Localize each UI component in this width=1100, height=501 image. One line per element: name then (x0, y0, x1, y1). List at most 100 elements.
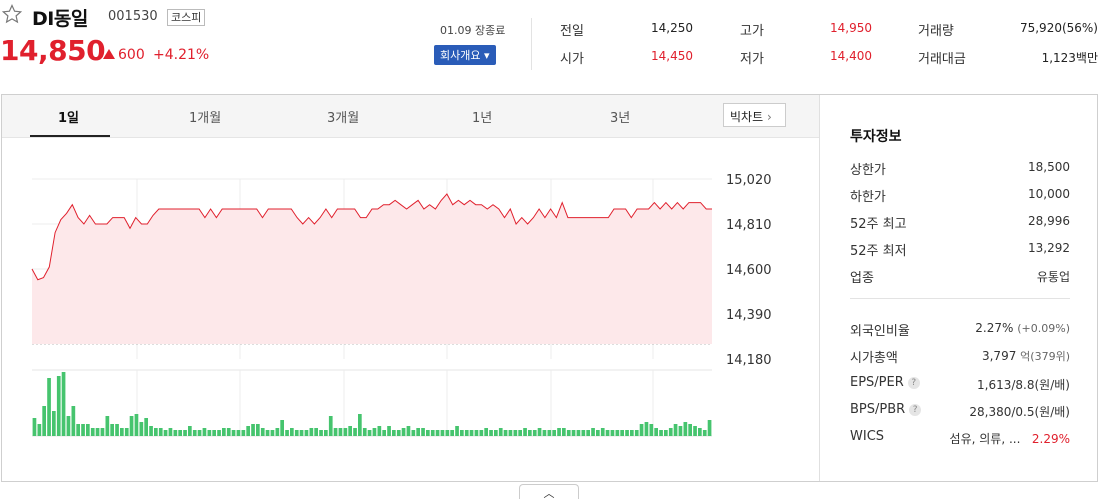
volume-bar (358, 414, 362, 436)
big-chart-label: 빅차트 (730, 110, 764, 124)
volume-bar (265, 430, 270, 436)
quote-label-volume: 거래량 (918, 24, 954, 39)
eps-per-value: 1,613/8.8(원/배) (940, 376, 1070, 393)
tab-1month[interactable]: 1개월 (189, 111, 222, 126)
volume-bar (270, 430, 275, 436)
volume-bar (163, 430, 168, 436)
volume-bar (149, 426, 153, 436)
volume-bar (178, 430, 182, 436)
y-tick-label: 14,390 (726, 308, 772, 323)
foreign-ratio-label: 외국인비율 (850, 324, 910, 339)
eps-per-label: EPS/PER? (850, 375, 920, 390)
quote-label-open: 시가 (560, 52, 584, 67)
chart-panel (1, 94, 1098, 482)
tab-1day[interactable]: 1일 (58, 111, 80, 126)
tab-3month[interactable]: 3개월 (327, 111, 360, 126)
volume-bar (523, 428, 527, 436)
volume-bar (362, 428, 367, 436)
volume-bar (100, 428, 105, 436)
volume-bar (202, 428, 207, 436)
volume-bar (32, 418, 37, 436)
volume-bar (47, 378, 51, 436)
quote-value-trade-amount: 1,123백만 (1041, 51, 1098, 65)
volume-bar (698, 428, 702, 436)
volume-bar (81, 424, 85, 436)
volume-bar (518, 430, 522, 436)
volume-bar (290, 428, 294, 436)
volume-bar (396, 430, 401, 436)
big-chart-button[interactable]: 빅차트 › (723, 103, 786, 127)
volume-bar (421, 428, 425, 436)
volume-bar (144, 418, 148, 436)
volume-bar (503, 430, 508, 436)
quote-value-low: 14,400 (830, 49, 872, 63)
wics-sector[interactable]: 섬유, 의류, ... (949, 432, 1021, 446)
volume-bar (154, 428, 158, 436)
volume-bar (260, 428, 265, 436)
volume-bar (625, 430, 629, 436)
period-tab-bar (2, 95, 819, 138)
quote-label-prev-close: 전일 (560, 24, 584, 39)
volume-bar (367, 430, 372, 436)
active-tab-underline (30, 135, 110, 137)
volume-bar (401, 428, 406, 436)
volume-bar (95, 428, 100, 436)
volume-bar (688, 424, 692, 436)
market-cap-label: 시가총액 (850, 351, 898, 366)
volume-bar (309, 428, 314, 436)
high-52w-value: 28,996 (1028, 214, 1070, 228)
quote-value-open: 14,450 (651, 49, 693, 63)
volume-bar (226, 428, 231, 436)
volume-bar (90, 428, 95, 436)
volume-bar (508, 430, 513, 436)
volume-bar (450, 430, 454, 436)
volume-bar (644, 422, 649, 436)
help-icon[interactable]: ? (907, 377, 920, 389)
volume-bar (586, 430, 590, 436)
volume-bar (552, 430, 556, 436)
volume-bar (430, 430, 435, 436)
volume-bar (571, 430, 576, 436)
volume-bar (338, 428, 343, 436)
volume-bar (324, 430, 328, 436)
volume-bar (275, 428, 280, 436)
volume-bar (411, 430, 416, 436)
volume-bar (620, 430, 624, 436)
stock-code: 001530 (108, 9, 158, 24)
volume-bar (557, 428, 561, 436)
volume-bar (707, 420, 712, 436)
volume-bar (173, 430, 178, 436)
foreign-ratio-change: (+0.09%) (1017, 322, 1070, 335)
volume-bar (256, 424, 260, 436)
panel-divider (819, 95, 820, 481)
company-overview-button[interactable]: 회사개요 ▾ (434, 45, 496, 65)
help-icon[interactable]: ? (909, 404, 922, 416)
price-chart: 15,02014,81014,60014,39014,1801011121314… (31, 173, 772, 437)
volume-bar (615, 430, 620, 436)
favorite-star-icon[interactable] (2, 4, 22, 24)
invest-divider (850, 298, 1070, 299)
volume-bar (105, 416, 110, 436)
volume-bar (246, 426, 250, 436)
tab-1year[interactable]: 1년 (472, 111, 493, 126)
volume-bar (56, 376, 61, 436)
volume-bar (207, 430, 212, 436)
volume-bar (158, 428, 163, 436)
volume-bar (71, 406, 76, 436)
volume-bar (576, 430, 581, 436)
eps-per-unit: (원/배) (1034, 378, 1071, 392)
tab-3year[interactable]: 3년 (610, 111, 631, 126)
volume-bar (372, 428, 377, 436)
volume-bar (464, 430, 469, 436)
volume-bar (61, 372, 66, 436)
volume-bar (469, 430, 474, 436)
volume-bar (460, 430, 464, 436)
market-cap-value: 3,797 억(379위) (940, 348, 1070, 364)
volume-bar (343, 428, 348, 436)
collapse-button[interactable]: ︿ (519, 484, 579, 500)
low-52w-value: 13,292 (1028, 241, 1070, 255)
volume-bar (591, 428, 595, 436)
volume-bar (251, 424, 255, 436)
volume-bar (435, 430, 440, 436)
quote-value-volume: 75,920(56%) (1019, 21, 1098, 35)
